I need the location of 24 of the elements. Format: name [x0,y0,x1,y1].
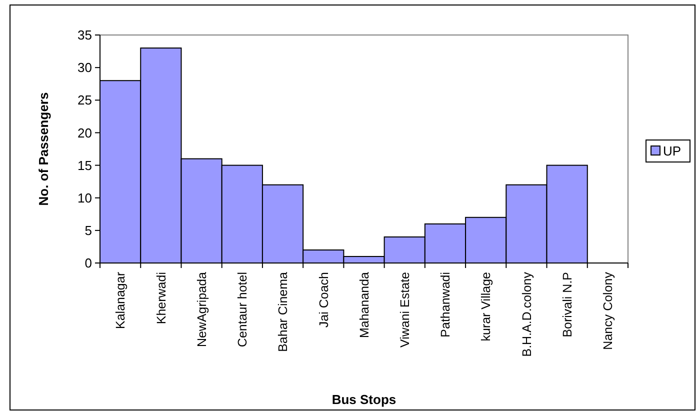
y-tick-label: 15 [78,158,92,173]
y-tick-label: 10 [78,190,92,206]
x-tick-label: Kalanagar [114,272,128,329]
x-tick-label: Borivali N.P [560,272,574,338]
y-axis-title: No. of Passengers [36,92,51,206]
y-tick-label: 20 [78,125,92,140]
x-axis-title: Bus Stops [332,392,396,407]
y-tick-label: 25 [78,92,92,108]
x-tick-label: Mahananda [357,272,372,338]
x-tick-label: Jai Coach [316,272,331,328]
legend-label: UP [663,144,682,159]
y-tick-label: 0 [84,256,92,271]
x-tick-label: B.H.A.D.colony [520,271,534,357]
x-tick-label: Bahar Cinema [276,272,290,352]
x-tick-label: Nancy Colony [601,271,616,350]
x-tick-label: Kherwadi [154,272,168,324]
x-tick-label: kurar Village [479,272,494,342]
y-tick-label: 5 [84,222,92,238]
x-tick-label: NewAgripada [194,272,209,348]
y-tick-label: 35 [78,28,92,43]
y-tick-label: 30 [78,60,92,76]
x-tick-label: Pathanwadi [438,272,453,338]
x-tick-label: Viwani Estate [398,272,412,348]
x-tick-label: Centaur hotel [236,272,250,348]
